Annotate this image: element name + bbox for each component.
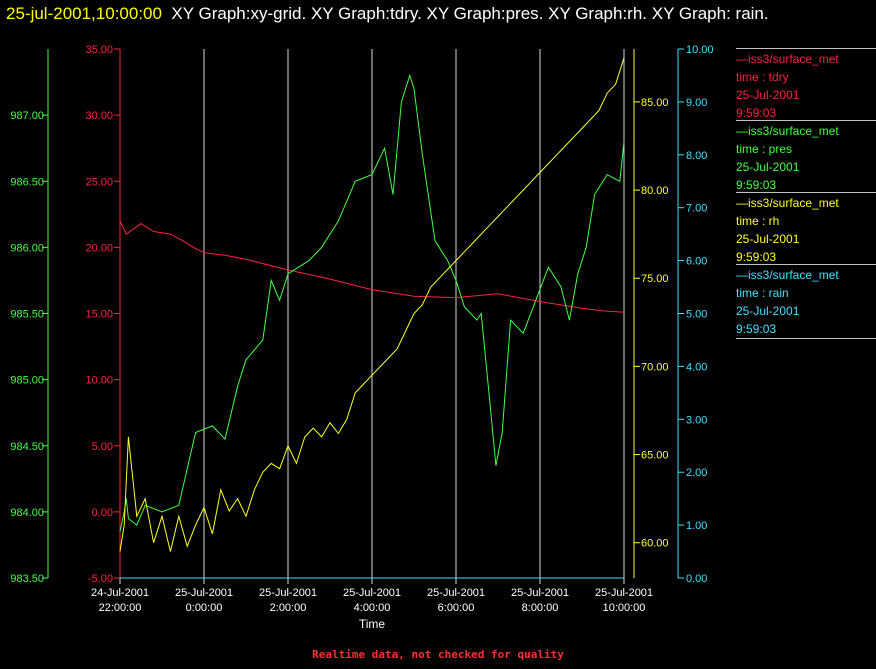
tdry-tick-label: 0.00 [92,507,113,519]
rh-tick-label: 60.00 [641,538,669,550]
quality-notice: Realtime data, not checked for quality [312,648,564,661]
rain-tick-label: 7.00 [686,203,707,215]
x-tick-label-date: 25-Jul-2001 [175,587,233,599]
legend-line3: 25-Jul-2001 [736,160,800,174]
legend-line1: —iss3/surface_met [736,196,839,210]
header-timestamp: 25-jul-2001,10:00:00 [6,4,162,23]
tdry-tick-label: 15.00 [85,309,113,321]
rh-tick-label: 80.00 [641,185,669,197]
pres-tick-label: 984.50 [10,441,44,453]
legend-line4: 9:59:03 [736,106,777,120]
legend-line2: time : rain [736,286,789,300]
rain-tick-label: 6.00 [686,256,707,268]
legend-divider [736,120,876,121]
legend-divider [736,338,876,339]
legend-line4: 9:59:03 [736,322,777,336]
series-line-tdry [119,220,625,313]
rh-tick-label: 65.00 [641,450,669,462]
legend-line3: 25-Jul-2001 [736,232,800,246]
tdry-tick-label: 35.00 [85,44,113,56]
x-tick-label-date: 25-Jul-2001 [427,587,485,599]
rain-tick-label: 0.00 [686,573,707,585]
x-tick-label-date: 25-Jul-2001 [343,587,401,599]
x-tick-label-date: 25-Jul-2001 [511,587,569,599]
legend-line1: —iss3/surface_met [736,124,839,138]
tdry-tick-label: 20.00 [85,242,113,254]
legend-divider [736,192,876,193]
legend-line2: time : tdry [736,70,789,84]
rain-tick-label: 4.00 [686,361,707,373]
x-tick-label-time: 22:00:00 [99,602,142,614]
legend-line1: —iss3/surface_met [736,268,839,282]
chart-header: 25-jul-2001,10:00:00 XY Graph:xy-grid. X… [6,2,872,26]
legend-line3: 25-Jul-2001 [736,88,800,102]
legend-line4: 9:59:03 [736,250,777,264]
x-tick-label-time: 6:00:00 [438,602,475,614]
legend-line2: time : rh [736,214,780,228]
legend-divider [736,48,876,49]
tdry-tick-label: 10.00 [85,375,113,387]
x-tick-label-time: 4:00:00 [354,602,391,614]
x-tick-label-time: 8:00:00 [522,602,559,614]
x-tick-label-date: 25-Jul-2001 [595,587,653,599]
series-line-pres [119,73,625,532]
rain-tick-label: 9.00 [686,97,707,109]
x-tick-label-time: 2:00:00 [270,602,307,614]
pres-tick-label: 987.00 [10,110,44,122]
tdry-tick-label: -5.00 [88,573,113,585]
header-graph-list: XY Graph:xy-grid. XY Graph:tdry. XY Grap… [171,4,769,23]
legend-line4: 9:59:03 [736,178,777,192]
rain-tick-label: 3.00 [686,414,707,426]
tdry-tick-label: 5.00 [92,441,113,453]
x-tick-label-date: 24-Jul-2001 [91,587,149,599]
x-tick-label-date: 25-Jul-2001 [259,587,317,599]
x-tick-label-time: 0:00:00 [186,602,223,614]
rh-tick-label: 70.00 [641,361,669,373]
rain-tick-label: 5.00 [686,309,707,321]
pres-tick-label: 986.50 [10,176,44,188]
rain-tick-label: 1.00 [686,520,707,532]
pres-tick-label: 985.00 [10,375,44,387]
rain-tick-label: 8.00 [686,150,707,162]
tdry-tick-label: 30.00 [85,110,113,122]
x-axis-title: Time [359,617,386,631]
pres-tick-label: 985.50 [10,309,44,321]
pres-tick-label: 986.00 [10,242,44,254]
rh-tick-label: 75.00 [641,273,669,285]
rain-tick-label: 10.00 [686,44,714,56]
legend-line3: 25-Jul-2001 [736,304,800,318]
pres-tick-label: 984.00 [10,507,44,519]
tdry-tick-label: 25.00 [85,176,113,188]
rain-tick-label: 2.00 [686,467,707,479]
series-line-rh [119,57,625,552]
legend-line2: time : pres [736,142,793,156]
x-tick-label-time: 10:00:00 [603,602,646,614]
pres-tick-label: 983.50 [10,573,44,585]
legend-line1: —iss3/surface_met [736,52,839,66]
legend-divider [736,264,876,265]
rh-tick-label: 85.00 [641,97,669,109]
